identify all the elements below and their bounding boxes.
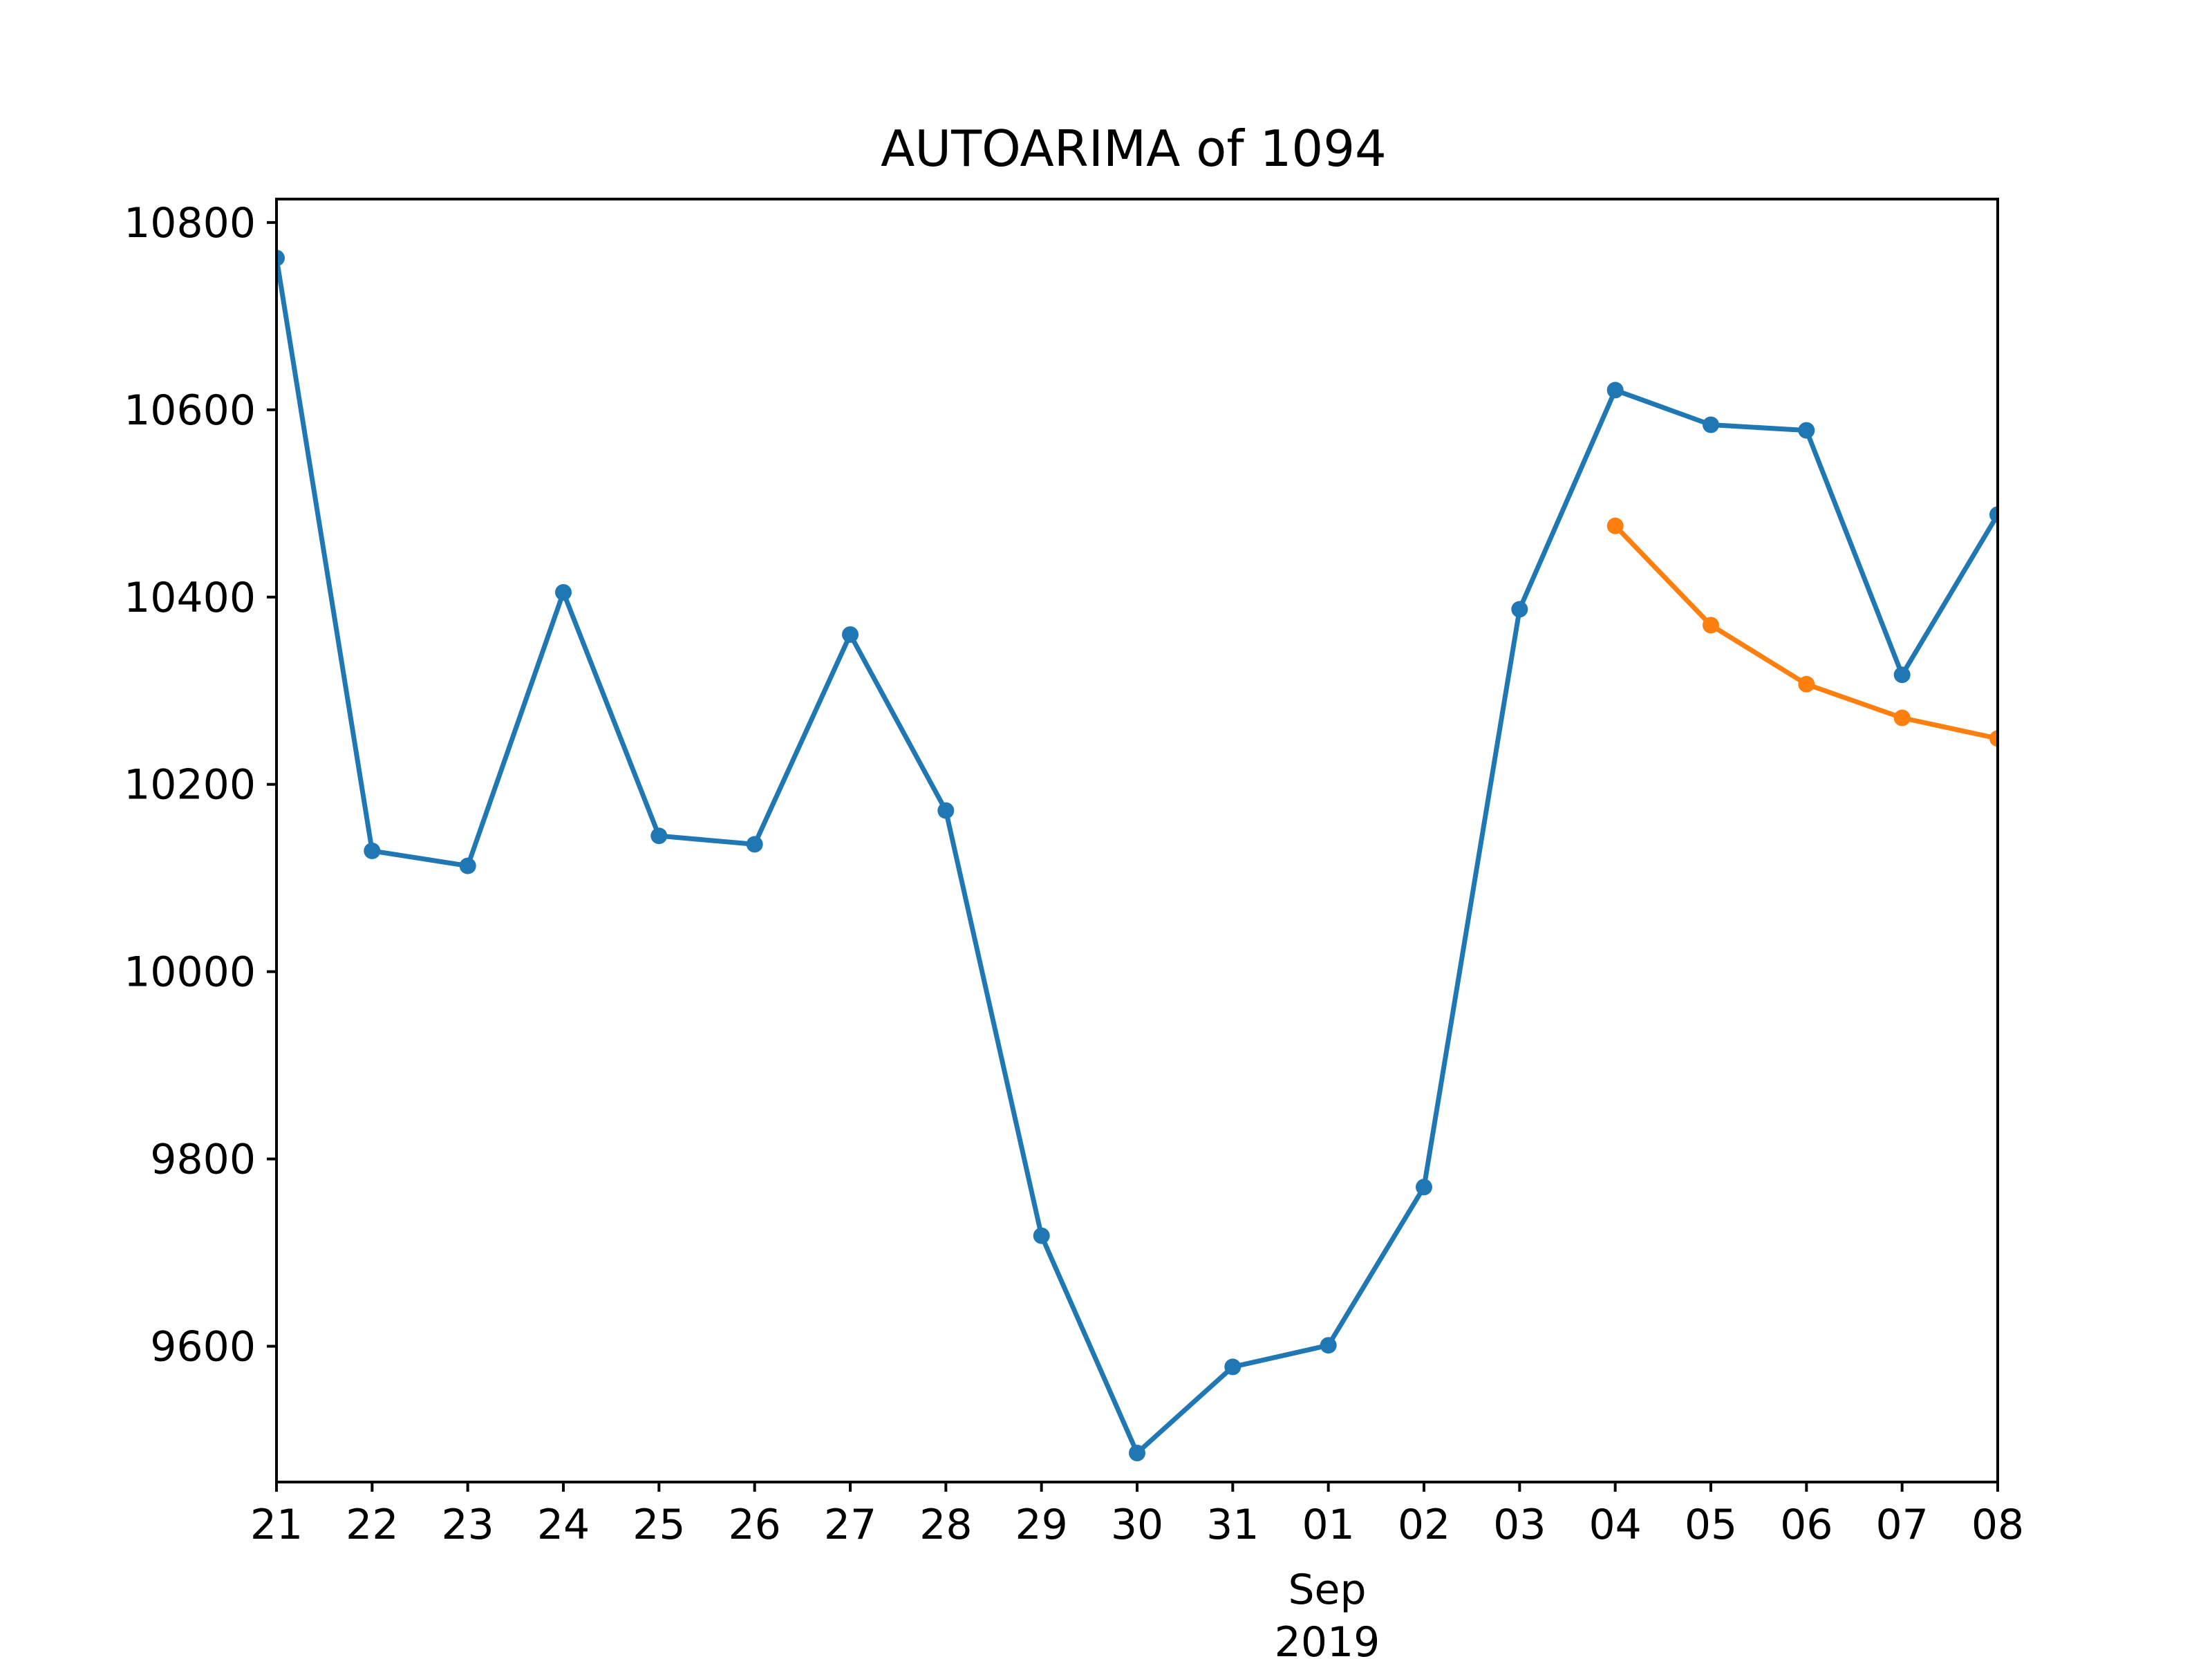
data-point bbox=[364, 842, 381, 859]
x-tick-label: 25 bbox=[632, 1501, 685, 1549]
data-point bbox=[1703, 416, 1719, 433]
x-tick-label: 26 bbox=[728, 1501, 780, 1549]
data-point bbox=[1798, 422, 1815, 439]
y-tick-label: 9800 bbox=[150, 1136, 256, 1184]
data-point bbox=[1893, 666, 1911, 684]
data-point bbox=[1989, 506, 1998, 523]
x-axis-year-label: 2019 bbox=[1275, 1618, 1380, 1659]
data-point bbox=[1416, 1179, 1432, 1196]
y-tick-label: 10000 bbox=[124, 948, 256, 997]
data-point bbox=[1989, 730, 1998, 747]
x-tick-label: 05 bbox=[1685, 1501, 1737, 1549]
y-tick-label: 10600 bbox=[124, 386, 256, 435]
data-point bbox=[1798, 675, 1815, 693]
data-point bbox=[1511, 601, 1528, 618]
plot-area bbox=[276, 250, 1998, 1461]
x-tick-label: 30 bbox=[1111, 1501, 1163, 1549]
data-point bbox=[1703, 617, 1719, 634]
x-tick-label: 07 bbox=[1875, 1501, 1928, 1549]
data-point bbox=[1224, 1358, 1241, 1376]
data-point bbox=[1129, 1445, 1145, 1461]
x-tick-label: 02 bbox=[1398, 1501, 1450, 1549]
data-point bbox=[1033, 1227, 1050, 1244]
x-tick-label: 28 bbox=[919, 1501, 972, 1549]
x-axis: 21 22 23 24 25 26 27 28 29 30 31 01 02 03 04 05 06 07 08 bbox=[250, 1482, 2024, 1549]
y-tick-label: 10200 bbox=[124, 761, 256, 809]
data-point bbox=[459, 857, 476, 874]
x-tick-label: 03 bbox=[1493, 1501, 1546, 1549]
data-point bbox=[842, 626, 859, 643]
data-point bbox=[937, 802, 955, 819]
data-point bbox=[555, 584, 572, 601]
x-tick-label: 22 bbox=[346, 1501, 398, 1549]
x-tick-label: 08 bbox=[1971, 1501, 2024, 1549]
x-tick-label: 31 bbox=[1206, 1501, 1259, 1549]
x-tick-label: 23 bbox=[441, 1501, 494, 1549]
x-tick-label: 24 bbox=[537, 1501, 590, 1549]
plot-frame bbox=[275, 198, 1999, 1483]
data-point bbox=[1606, 517, 1624, 534]
data-point bbox=[1606, 382, 1624, 399]
series-observed bbox=[276, 250, 1998, 1461]
x-tick-label: 21 bbox=[250, 1501, 303, 1549]
y-axis: 9600 9800 10000 10200 10400 10600 10800 bbox=[124, 199, 276, 1371]
x-tick-label: 06 bbox=[1780, 1501, 1833, 1549]
data-point bbox=[1893, 709, 1911, 727]
y-tick-label: 10800 bbox=[124, 199, 256, 247]
y-tick-label: 9600 bbox=[150, 1323, 256, 1371]
y-tick-label: 10400 bbox=[124, 574, 256, 622]
data-point bbox=[746, 836, 763, 853]
x-tick-label: 27 bbox=[824, 1501, 877, 1549]
x-tick-label: 01 bbox=[1302, 1501, 1354, 1549]
data-point bbox=[276, 250, 285, 267]
x-tick-label: 04 bbox=[1588, 1501, 1641, 1549]
chart-title: AUTOARIMA of 1094 bbox=[881, 120, 1387, 178]
series-forecast bbox=[1606, 517, 1998, 747]
x-tick-label: 29 bbox=[1015, 1501, 1067, 1549]
data-point bbox=[650, 827, 668, 845]
x-axis-month-label: Sep bbox=[1288, 1566, 1366, 1614]
data-point bbox=[1320, 1337, 1337, 1354]
